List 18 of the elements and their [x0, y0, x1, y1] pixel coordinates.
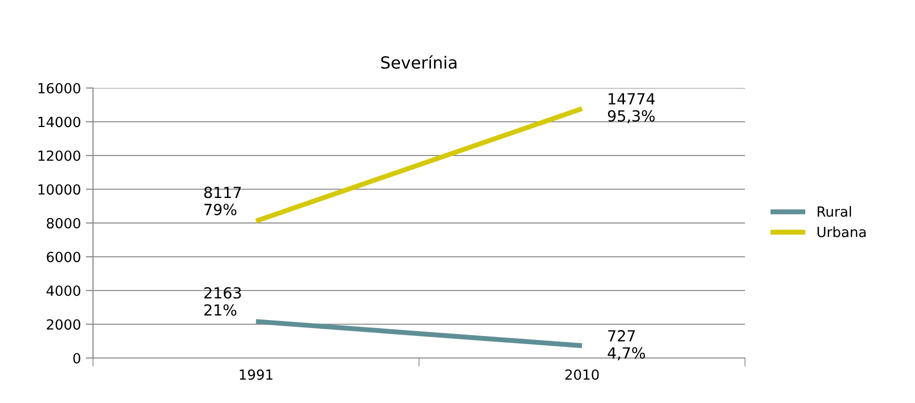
x-tick-label: 2010: [565, 369, 599, 380]
y-tick-label: 2000: [46, 319, 80, 330]
data-label: 14774 95,3%: [608, 93, 655, 124]
y-tick-label: 14000: [38, 116, 80, 128]
data-label: 8117 79%: [204, 186, 241, 216]
y-tick-label: 4000: [46, 285, 80, 296]
y-tick-label: 6000: [46, 252, 80, 262]
data-label: 727 4,7%: [608, 330, 645, 360]
y-tick-label: 8000: [46, 218, 80, 228]
legend-label: Urbana: [818, 226, 866, 238]
chart-title: Severínia: [381, 55, 456, 69]
y-tick-label: 16000: [38, 82, 80, 94]
y-tick-label: 0: [73, 352, 80, 364]
legend-label: Rural: [818, 206, 851, 217]
y-tick-label: 10000: [38, 184, 80, 195]
x-tick-label: 1991: [240, 369, 272, 380]
y-tick-label: 12000: [38, 150, 80, 161]
data-label: 2163 21%: [204, 287, 241, 316]
